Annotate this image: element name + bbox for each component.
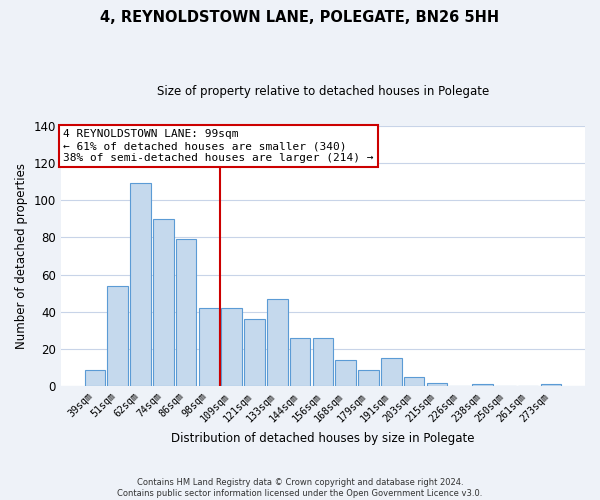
- Bar: [335, 360, 356, 386]
- Text: 4, REYNOLDSTOWN LANE, POLEGATE, BN26 5HH: 4, REYNOLDSTOWN LANE, POLEGATE, BN26 5HH: [100, 10, 500, 25]
- Y-axis label: Number of detached properties: Number of detached properties: [15, 163, 28, 349]
- Bar: [107, 286, 128, 386]
- Bar: [404, 377, 424, 386]
- Bar: [267, 299, 287, 386]
- Bar: [313, 338, 333, 386]
- Bar: [290, 338, 310, 386]
- Bar: [381, 358, 401, 386]
- Bar: [85, 370, 105, 386]
- X-axis label: Distribution of detached houses by size in Polegate: Distribution of detached houses by size …: [171, 432, 475, 445]
- Bar: [427, 382, 447, 386]
- Bar: [176, 239, 196, 386]
- Bar: [541, 384, 561, 386]
- Text: 4 REYNOLDSTOWN LANE: 99sqm
← 61% of detached houses are smaller (340)
38% of sem: 4 REYNOLDSTOWN LANE: 99sqm ← 61% of deta…: [64, 130, 374, 162]
- Bar: [358, 370, 379, 386]
- Bar: [244, 319, 265, 386]
- Bar: [153, 218, 173, 386]
- Bar: [472, 384, 493, 386]
- Bar: [130, 184, 151, 386]
- Bar: [199, 308, 219, 386]
- Bar: [221, 308, 242, 386]
- Title: Size of property relative to detached houses in Polegate: Size of property relative to detached ho…: [157, 85, 489, 98]
- Text: Contains HM Land Registry data © Crown copyright and database right 2024.
Contai: Contains HM Land Registry data © Crown c…: [118, 478, 482, 498]
